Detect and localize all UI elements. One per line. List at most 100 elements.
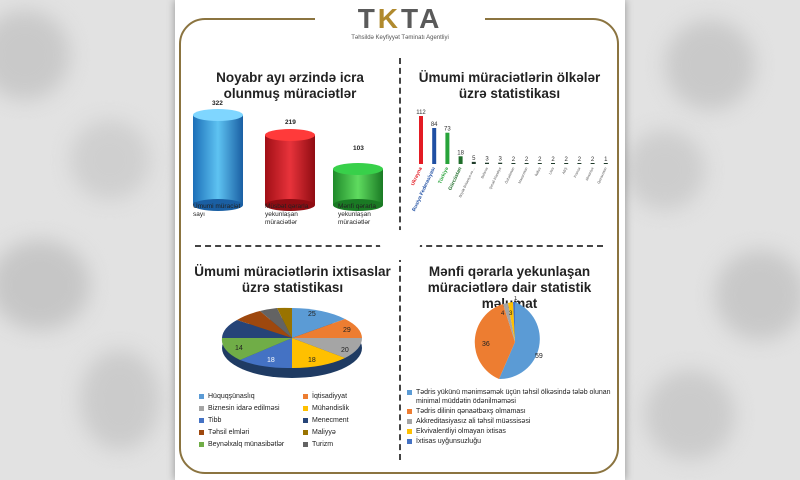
country-value: 5: [472, 156, 476, 162]
country-bar: [471, 161, 476, 164]
country-label: Belarus: [480, 167, 489, 180]
cylinder-positive: [265, 129, 315, 211]
country-label: Türkiyə: [437, 166, 450, 185]
neg-pie-label-2: 36: [482, 341, 490, 348]
country-value: 112: [416, 110, 426, 116]
legend-item: Tədris dilinin qənaətbəxş olmaması: [407, 407, 612, 416]
country-value: 18: [457, 150, 464, 156]
legend-item: İxtisas uyğunsuzluğu: [407, 437, 612, 446]
slice-menecment: [222, 320, 292, 338]
legend-item: Akkreditasiyasız ali təhsil müəssisəsi: [407, 417, 612, 426]
country-value: 2: [578, 157, 582, 163]
country-value: 3: [485, 157, 489, 163]
country-label: Qazaxıstan: [597, 167, 608, 185]
slice-beynelxalq: [221, 338, 292, 360]
country-value: 2: [551, 157, 555, 163]
country-label: Şimali İrlandiya: [488, 166, 503, 190]
slice-huquq: [292, 308, 345, 338]
neg-pie-label-1: 59: [535, 353, 543, 360]
country-value: 84: [431, 122, 438, 128]
slice-maliyye: [277, 307, 292, 338]
positive-label: Müsbət qərarla yekunlaşan müraciətlər: [265, 203, 309, 226]
slice-biznes: [292, 338, 363, 358]
country-value: 2: [525, 157, 529, 163]
negative-legend: Tədris yükünü mənimsəmək üçün təhsil ölk…: [407, 388, 612, 447]
pie-label-4: 18: [308, 357, 316, 364]
cylinder-negative: [333, 163, 383, 211]
slice-uygunsuzluq: [513, 301, 515, 342]
legend-item: Turizm: [303, 441, 333, 448]
legend-item: Tədris yükünü mənimsəmək üçün təhsil ölk…: [407, 388, 612, 406]
legend-item: Tibb: [199, 417, 221, 424]
legend-item: Ekvivalentliyi olmayan ixtisas: [407, 427, 612, 436]
slice-ekvivalent: [508, 302, 515, 342]
logo-text: TKTA: [357, 3, 443, 34]
pie-label-2: 29: [343, 327, 351, 334]
country-bar: [524, 163, 529, 164]
negative-value: 103: [353, 145, 364, 152]
slice-muhendislik: [292, 338, 345, 369]
country-bar: [577, 163, 582, 164]
country-bar: [445, 132, 450, 164]
country-value: 2: [565, 157, 569, 163]
countries-title: Ümumi müraciətlərin ölkələr üzrə statist…: [418, 70, 601, 101]
pie-label-3: 20: [341, 347, 349, 354]
country-value: 2: [538, 157, 542, 163]
divider-center-gap: [380, 230, 420, 260]
country-label: ABŞ: [562, 166, 569, 175]
country-bar: [432, 128, 437, 164]
country-label: Ukrayna: [411, 166, 424, 187]
pie-label-1: 25: [308, 311, 316, 318]
country-value: 73: [444, 127, 451, 133]
country-bar: [537, 163, 542, 164]
country-bar: [498, 162, 503, 164]
country-label: Gürcüstan: [447, 166, 463, 191]
legend-item: Menecment: [303, 417, 349, 424]
slice-turizm: [260, 308, 292, 338]
country-bar: [419, 116, 423, 164]
cylinder-total: [193, 109, 243, 211]
cylinder-chart: [193, 109, 383, 211]
country-value: 2: [591, 157, 595, 163]
total-label: Ümumi müraciət sayı: [193, 203, 241, 218]
tkta-logo: TKTA Təhsildə Keyfiyyət Təminatı Agentli…: [315, 4, 485, 50]
legend-item: Hüquqşünaslıq: [199, 393, 255, 400]
legend-item: Mühəndislik: [303, 405, 349, 412]
specialties-pie-chart: 25 29 20 18 18 14: [221, 307, 363, 378]
neg-pie-label-3: 4: [501, 311, 505, 317]
pie-label-6: 14: [235, 345, 243, 352]
logo-subtitle: Təhsildə Keyfiyyət Təminatı Agentliyi: [351, 35, 449, 41]
negative-label: Mənfi qərarla yekunlaşan müraciətlər: [338, 203, 376, 226]
legend-item: Beynəlxalq münasibətlər: [199, 441, 284, 448]
slice-dil: [474, 304, 515, 379]
slice-iqtisadiyyat: [292, 319, 362, 338]
infographic-poster: TKTA Təhsildə Keyfiyyət Təminatı Agentli…: [175, 0, 625, 480]
country-bar: [485, 162, 489, 164]
background-right: [625, 0, 800, 480]
country-label: Almaniya: [585, 167, 595, 182]
country-bar: [458, 156, 463, 164]
country-bar: [590, 163, 595, 164]
country-bar: [564, 163, 569, 164]
country-value: 2: [512, 157, 516, 163]
country-label: Özbəkistan: [504, 167, 515, 185]
country-bar: [511, 163, 516, 164]
legend-item: İqtisadiyyat: [303, 393, 347, 400]
specialties-title: Ümumi müraciətlərin ixtisaslar üzrə stat…: [194, 264, 391, 295]
background-left: [0, 0, 175, 480]
legend-item: Biznesin idarə edilməsi: [199, 405, 280, 412]
neg-pie-label-4: 3: [509, 311, 513, 317]
legend-item: Təhsil elmləri: [199, 429, 249, 436]
slice-tehsil: [237, 311, 292, 338]
slice-minimal: [499, 302, 540, 380]
country-label: İtaliya: [533, 166, 541, 176]
november-title: Noyabr ayı ərzində icra olunmuş müraciət…: [216, 70, 364, 101]
country-label: Litva: [548, 167, 555, 175]
neg-pie-label-5: 1: [514, 296, 518, 302]
slice-akkreditasiya: [503, 303, 515, 342]
country-value: 1: [604, 157, 608, 163]
negative-pie-chart: 59 36 4 3 1: [474, 296, 543, 380]
country-value: 3: [499, 157, 503, 163]
country-label: Fransa: [573, 167, 581, 179]
